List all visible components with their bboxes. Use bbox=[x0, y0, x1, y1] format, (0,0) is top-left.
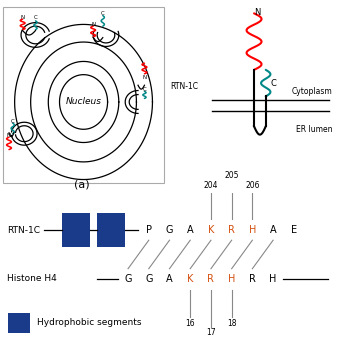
Text: N: N bbox=[7, 133, 11, 138]
Text: G: G bbox=[166, 225, 173, 235]
Text: C: C bbox=[271, 79, 277, 87]
Text: C: C bbox=[10, 119, 14, 124]
Text: 17: 17 bbox=[206, 328, 216, 338]
Text: G: G bbox=[124, 274, 132, 284]
Text: 205: 205 bbox=[224, 172, 239, 180]
Text: N: N bbox=[143, 75, 147, 80]
Text: A: A bbox=[270, 225, 277, 235]
Text: Nucleus: Nucleus bbox=[65, 98, 102, 106]
Text: Cytoplasm: Cytoplasm bbox=[292, 87, 332, 96]
Text: Histone H4: Histone H4 bbox=[7, 274, 57, 283]
Text: C: C bbox=[101, 11, 105, 16]
Text: G: G bbox=[145, 274, 152, 284]
Text: C: C bbox=[143, 87, 146, 92]
Text: R: R bbox=[207, 274, 214, 284]
Text: RTN-1C: RTN-1C bbox=[7, 226, 40, 235]
Text: 204: 204 bbox=[204, 181, 218, 191]
Text: N: N bbox=[254, 8, 261, 17]
Text: N: N bbox=[91, 22, 95, 27]
Text: H: H bbox=[228, 274, 235, 284]
Text: E: E bbox=[291, 225, 297, 235]
Text: 206: 206 bbox=[245, 181, 260, 191]
Bar bbox=[97, 213, 125, 247]
Text: R: R bbox=[228, 225, 235, 235]
Text: A: A bbox=[187, 225, 194, 235]
Text: ER lumen: ER lumen bbox=[296, 125, 332, 134]
Text: N: N bbox=[20, 15, 25, 20]
Text: K: K bbox=[208, 225, 214, 235]
Text: RTN-1C: RTN-1C bbox=[170, 82, 198, 91]
Text: P: P bbox=[146, 225, 152, 235]
Text: A: A bbox=[166, 274, 173, 284]
Text: H: H bbox=[269, 274, 277, 284]
Text: K: K bbox=[187, 274, 193, 284]
Bar bbox=[9, 313, 30, 333]
Bar bbox=[62, 213, 90, 247]
Text: H: H bbox=[249, 225, 256, 235]
Text: C: C bbox=[34, 15, 37, 20]
Text: (a): (a) bbox=[74, 180, 90, 190]
Text: R: R bbox=[249, 274, 256, 284]
Text: 18: 18 bbox=[227, 319, 236, 327]
Text: Hydrophobic segments: Hydrophobic segments bbox=[37, 318, 141, 327]
Text: 16: 16 bbox=[186, 319, 195, 327]
